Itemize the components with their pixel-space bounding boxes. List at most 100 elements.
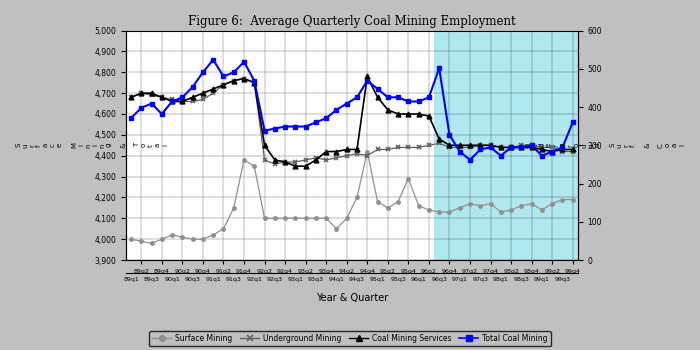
Underground Mining — [178, 99, 187, 104]
Total Coal Mining — [404, 99, 412, 104]
Total Coal Mining — [394, 95, 402, 99]
Surface Mining — [302, 216, 310, 221]
Underground Mining — [137, 91, 146, 95]
Coal Mining Services — [312, 158, 320, 162]
Surface Mining — [466, 202, 474, 206]
Surface Mining — [199, 237, 207, 241]
Coal Mining Services — [332, 149, 341, 154]
Coal Mining Services — [353, 147, 361, 152]
Coal Mining Services — [363, 74, 372, 78]
Surface Mining — [456, 206, 464, 210]
Surface Mining — [568, 197, 577, 202]
Underground Mining — [219, 83, 228, 87]
Coal Mining Services — [414, 112, 423, 116]
Total Coal Mining — [559, 145, 567, 149]
Total Coal Mining — [568, 120, 577, 125]
Total Coal Mining — [322, 116, 330, 120]
Underground Mining — [148, 93, 156, 97]
Underground Mining — [384, 147, 392, 152]
Underground Mining — [548, 145, 556, 149]
Coal Mining Services — [188, 95, 197, 99]
X-axis label: Year & Quarter: Year & Quarter — [316, 294, 388, 303]
Surface Mining — [404, 176, 412, 181]
Underground Mining — [476, 143, 484, 147]
Legend: Surface Mining, Underground Mining, Coal Mining Services, Total Coal Mining: Surface Mining, Underground Mining, Coal… — [149, 331, 551, 346]
Underground Mining — [240, 76, 248, 80]
Surface Mining — [271, 216, 279, 221]
Total Coal Mining — [373, 87, 382, 91]
Total Coal Mining — [414, 99, 423, 104]
Total Coal Mining — [240, 60, 248, 64]
Total Coal Mining — [148, 102, 156, 106]
Underground Mining — [158, 95, 166, 99]
Surface Mining — [445, 210, 454, 214]
Surface Mining — [435, 210, 443, 214]
Total Coal Mining — [445, 133, 454, 137]
Surface Mining — [178, 235, 187, 239]
Surface Mining — [127, 237, 135, 241]
Coal Mining Services — [476, 143, 484, 147]
Underground Mining — [414, 145, 423, 149]
Underground Mining — [466, 145, 474, 149]
Surface Mining — [209, 233, 218, 237]
Underground Mining — [291, 160, 300, 164]
Underground Mining — [199, 97, 207, 102]
Coal Mining Services — [496, 145, 505, 149]
Surface Mining — [322, 216, 330, 221]
Total Coal Mining — [353, 95, 361, 99]
Line: Total Coal Mining: Total Coal Mining — [129, 57, 575, 162]
Coal Mining Services — [394, 112, 402, 116]
Underground Mining — [353, 152, 361, 156]
Coal Mining Services — [445, 143, 454, 147]
Underground Mining — [127, 95, 135, 99]
Surface Mining — [486, 202, 495, 206]
Title: Figure 6:  Average Quarterly Coal Mining Employment: Figure 6: Average Quarterly Coal Mining … — [188, 15, 516, 28]
Coal Mining Services — [466, 143, 474, 147]
Y-axis label: S
u
r
f
a
c
e
 
M
i
n
i
n
g
 
&
 
T
o
t
a
l: S u r f a c e M i n i n g & T o t a l — [15, 142, 168, 148]
Surface Mining — [158, 237, 166, 241]
Coal Mining Services — [168, 99, 176, 104]
Total Coal Mining — [291, 124, 300, 128]
Surface Mining — [219, 227, 228, 231]
Line: Surface Mining: Surface Mining — [130, 150, 575, 245]
Surface Mining — [373, 199, 382, 204]
Coal Mining Services — [209, 87, 218, 91]
Underground Mining — [373, 147, 382, 152]
Surface Mining — [507, 208, 515, 212]
Coal Mining Services — [240, 76, 248, 80]
Underground Mining — [230, 78, 238, 83]
Surface Mining — [425, 208, 433, 212]
Total Coal Mining — [507, 145, 515, 149]
Underground Mining — [302, 158, 310, 162]
Total Coal Mining — [199, 70, 207, 75]
Underground Mining — [260, 158, 269, 162]
Underground Mining — [456, 145, 464, 149]
Total Coal Mining — [486, 145, 495, 149]
Underground Mining — [527, 143, 536, 147]
Underground Mining — [312, 156, 320, 160]
Total Coal Mining — [456, 149, 464, 154]
Coal Mining Services — [230, 78, 238, 83]
Total Coal Mining — [209, 58, 218, 62]
Total Coal Mining — [342, 102, 351, 106]
Surface Mining — [476, 204, 484, 208]
Underground Mining — [507, 145, 515, 149]
Coal Mining Services — [260, 143, 269, 147]
Total Coal Mining — [384, 95, 392, 99]
Coal Mining Services — [548, 149, 556, 154]
Underground Mining — [363, 154, 372, 158]
Surface Mining — [250, 164, 258, 168]
Coal Mining Services — [137, 91, 146, 95]
Total Coal Mining — [538, 154, 546, 158]
Total Coal Mining — [281, 124, 289, 128]
Surface Mining — [148, 241, 156, 245]
Coal Mining Services — [435, 137, 443, 141]
Coal Mining Services — [281, 160, 289, 164]
Underground Mining — [425, 143, 433, 147]
Coal Mining Services — [199, 91, 207, 95]
Total Coal Mining — [168, 99, 176, 104]
Underground Mining — [250, 80, 258, 85]
Total Coal Mining — [517, 145, 526, 149]
Coal Mining Services — [291, 164, 300, 168]
Total Coal Mining — [476, 147, 484, 152]
